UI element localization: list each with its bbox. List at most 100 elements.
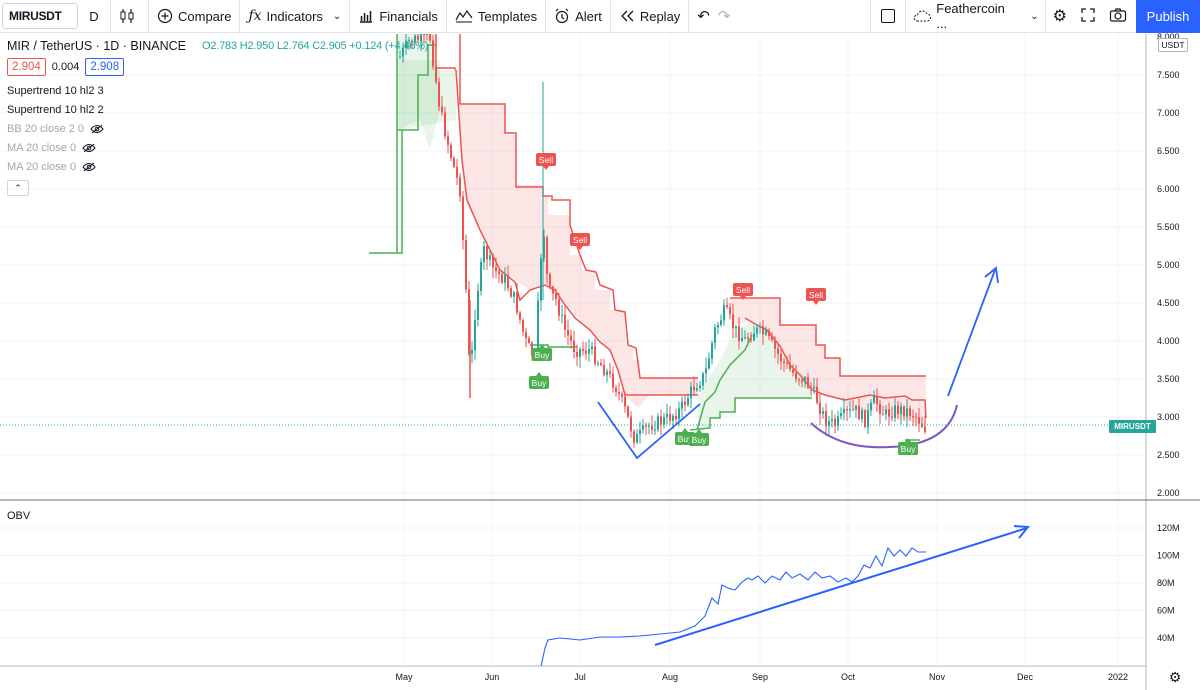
candle-body[interactable]	[582, 349, 584, 351]
candle-body[interactable]	[924, 426, 926, 433]
candle-body[interactable]	[465, 239, 467, 290]
candle-body[interactable]	[714, 327, 716, 343]
candle-body[interactable]	[867, 410, 869, 427]
candle-body[interactable]	[855, 405, 857, 410]
candle-body[interactable]	[903, 406, 905, 417]
candle-body[interactable]	[756, 327, 758, 334]
candle-body[interactable]	[612, 373, 614, 388]
candle-body[interactable]	[615, 387, 617, 393]
rounded-bottom-arc-drawing[interactable]	[810, 404, 958, 449]
candle-body[interactable]	[480, 262, 482, 291]
candle-body[interactable]	[429, 34, 431, 41]
candle-body[interactable]	[606, 371, 608, 376]
candle-body[interactable]	[813, 386, 815, 389]
candle-body[interactable]	[525, 331, 527, 339]
obv-pane-label[interactable]: OBV	[7, 510, 31, 522]
candle-body[interactable]	[786, 363, 788, 365]
candle-body[interactable]	[651, 425, 653, 430]
candle-body[interactable]	[738, 326, 740, 341]
candle-body[interactable]	[540, 258, 542, 301]
candle-body[interactable]	[516, 292, 518, 313]
candle-body[interactable]	[684, 401, 686, 406]
v-trendline-drawing[interactable]	[597, 401, 701, 460]
candle-body[interactable]	[771, 336, 773, 341]
candle-body[interactable]	[519, 312, 521, 320]
candle-body[interactable]	[801, 380, 803, 383]
candle-body[interactable]	[654, 429, 656, 431]
candle-body[interactable]	[735, 326, 737, 329]
candle-body[interactable]	[657, 416, 659, 430]
candle-body[interactable]	[663, 417, 665, 425]
candle-body[interactable]	[831, 418, 833, 421]
interval-button[interactable]: D	[89, 8, 99, 24]
candle-body[interactable]	[510, 288, 512, 297]
candle-body[interactable]	[453, 157, 455, 167]
supertrend-up-line-3[interactable]	[696, 334, 753, 431]
candle-body[interactable]	[702, 373, 704, 386]
candle-body[interactable]	[672, 415, 674, 421]
sell-signal-label[interactable]: Sell	[733, 283, 753, 300]
buy-signal-label[interactable]: Buy	[898, 438, 918, 455]
candle-body[interactable]	[879, 403, 881, 414]
candle-body[interactable]	[678, 408, 680, 420]
candle-body[interactable]	[750, 338, 752, 341]
currency-badge[interactable]: USDT	[1158, 38, 1188, 52]
layout-menu-button[interactable]: ⌄	[1024, 0, 1044, 33]
candle-body[interactable]	[585, 350, 587, 354]
price-candles[interactable]	[399, 34, 926, 448]
candle-body[interactable]	[417, 35, 419, 41]
candle-body[interactable]	[840, 413, 842, 417]
time-axis[interactable]: May Jun Jul Aug Sep Oct Nov Dec 2022	[395, 672, 1128, 682]
candle-body[interactable]	[726, 305, 728, 308]
obv-trendline-drawing[interactable]	[654, 525, 1030, 646]
candle-body[interactable]	[414, 35, 416, 43]
candle-body[interactable]	[669, 413, 671, 421]
candle-body[interactable]	[522, 319, 524, 332]
indicator-legend-item[interactable]: Supertrend 10 hl2 3	[7, 81, 428, 100]
candle-body[interactable]	[405, 40, 407, 49]
candle-body[interactable]	[873, 396, 875, 403]
candle-body[interactable]	[588, 349, 590, 354]
alert-button[interactable]: Alert	[546, 0, 610, 33]
candle-body[interactable]	[600, 363, 602, 366]
candle-body[interactable]	[528, 338, 530, 343]
candle-body[interactable]	[777, 348, 779, 354]
candle-body[interactable]	[486, 246, 488, 260]
candle-body[interactable]	[483, 246, 485, 263]
candle-body[interactable]	[504, 275, 506, 283]
candle-body[interactable]	[639, 429, 641, 435]
candle-body[interactable]	[819, 402, 821, 415]
compare-button[interactable]: Compare	[149, 0, 239, 33]
candle-body[interactable]	[729, 307, 731, 315]
candle-body[interactable]	[849, 408, 851, 411]
templates-button[interactable]: Templates	[447, 0, 545, 33]
candle-body[interactable]	[450, 144, 452, 158]
supertrend-down-line-inner[interactable]	[744, 317, 927, 419]
candle-body[interactable]	[675, 415, 677, 420]
candle-body[interactable]	[789, 363, 791, 370]
eye-hidden-icon[interactable]	[82, 162, 96, 172]
candle-body[interactable]	[420, 34, 422, 42]
candle-body[interactable]	[642, 425, 644, 430]
candle-body[interactable]	[759, 326, 761, 328]
candle-body[interactable]	[438, 81, 440, 107]
redo-button[interactable]: ↷	[718, 0, 739, 33]
candle-body[interactable]	[741, 337, 743, 341]
settings-button[interactable]: ⚙	[1046, 0, 1074, 33]
supertrend-down-line[interactable]	[435, 34, 456, 70]
candle-body[interactable]	[552, 286, 554, 294]
candle-body[interactable]	[816, 386, 818, 403]
candle-body[interactable]	[681, 401, 683, 409]
candle-body[interactable]	[627, 406, 629, 417]
indicators-button[interactable]: ƒx Indicators ⌄	[240, 0, 349, 33]
candle-body[interactable]	[882, 413, 884, 415]
candle-body[interactable]	[648, 425, 650, 427]
candle-body[interactable]	[774, 340, 776, 349]
drawing-annotations[interactable]	[597, 266, 1030, 646]
candle-body[interactable]	[906, 408, 908, 417]
candle-body[interactable]	[537, 300, 539, 355]
candle-body[interactable]	[597, 363, 599, 365]
candle-body[interactable]	[570, 335, 572, 341]
candle-body[interactable]	[567, 329, 569, 336]
candle-body[interactable]	[687, 398, 689, 406]
